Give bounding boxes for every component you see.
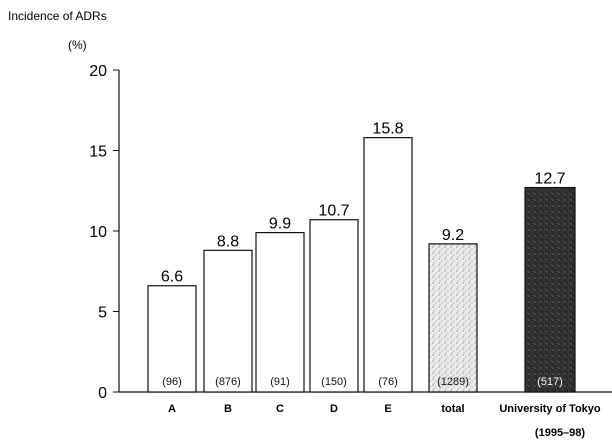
x-category-label: C — [276, 403, 284, 415]
y-axis-unit: (%) — [68, 38, 87, 52]
x-category-label: D — [330, 403, 338, 415]
bar — [255, 232, 305, 393]
chart-title: Incidence of ADRs — [8, 9, 107, 23]
y-tick-label: 20 — [89, 63, 107, 80]
x-category-label: University of Tokyo — [499, 403, 601, 415]
bar-count-label: (876) — [215, 376, 241, 388]
x-category-label: E — [384, 403, 391, 415]
bar — [147, 285, 197, 393]
x-category-label: total — [441, 403, 464, 415]
y-tick-label: 10 — [89, 224, 107, 241]
bar — [524, 186, 576, 393]
bar-count-label: (76) — [378, 376, 398, 388]
bar — [363, 137, 413, 393]
x-category-label: B — [224, 403, 232, 415]
bar-value-label: 12.7 — [534, 171, 565, 188]
x-category-sublabel: (1995–98) — [535, 427, 585, 439]
bar-value-label: 9.2 — [442, 227, 464, 244]
bar-value-label: 15.8 — [372, 121, 403, 138]
bar-count-label: (150) — [321, 376, 347, 388]
bar-value-label: 9.9 — [269, 216, 291, 233]
y-tick-label: 0 — [98, 385, 107, 402]
bar — [428, 243, 478, 393]
bar-count-label: (517) — [537, 376, 563, 388]
bar-value-label: 6.6 — [161, 269, 183, 286]
y-tick-label: 15 — [89, 144, 107, 161]
bar — [309, 219, 359, 393]
y-axis-ticks: 0 5 10 15 20 — [89, 63, 119, 402]
bar — [203, 249, 253, 393]
bar-value-label: 10.7 — [318, 203, 349, 220]
x-category-label: A — [168, 403, 176, 415]
bar-count-label: (91) — [270, 376, 290, 388]
bar-labels: 6.6 (96) A 8.8 (876) B 9.9 (91) C 10.7 (150) D 15.8 (… — [161, 121, 601, 439]
bar-count-label: (96) — [162, 376, 182, 388]
bar-value-label: 8.8 — [217, 233, 239, 250]
bars — [147, 137, 576, 393]
y-tick-label: 5 — [98, 305, 107, 322]
bar-count-label: (1289) — [437, 376, 469, 388]
